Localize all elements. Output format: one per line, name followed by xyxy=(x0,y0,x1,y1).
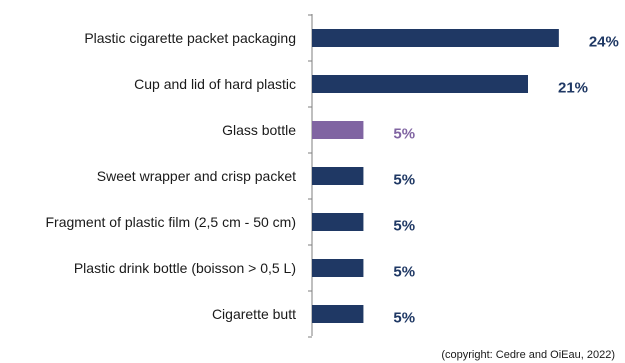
value-label: 5% xyxy=(393,172,415,189)
value-label: 24% xyxy=(589,34,619,51)
value-label: 5% xyxy=(393,310,415,327)
bar xyxy=(312,305,364,323)
category-label: Glass bottle xyxy=(222,122,296,138)
category-label: Plastic cigarette packet packaging xyxy=(84,30,296,46)
category-labels: Plastic cigarette packet packaging Cup an… xyxy=(45,30,296,322)
value-label: 21% xyxy=(558,80,588,97)
value-label: 5% xyxy=(393,126,415,143)
category-label: Sweet wrapper and crisp packet xyxy=(97,168,296,184)
category-label: Plastic drink bottle (boisson > 0,5 L) xyxy=(74,260,296,276)
category-label: Fragment of plastic film (2,5 cm - 50 cm… xyxy=(45,214,296,230)
category-label: Cup and lid of hard plastic xyxy=(134,76,296,92)
bar xyxy=(312,259,364,277)
value-labels: 24% 21% 5% 5% 5% 5% 5% xyxy=(393,34,618,327)
bar xyxy=(312,213,364,231)
category-label: Cigarette butt xyxy=(212,306,296,322)
copyright-credit: (copyright: Cedre and OiEau, 2022) xyxy=(441,349,615,361)
value-label: 5% xyxy=(393,264,415,281)
bars-group xyxy=(312,29,559,323)
bar xyxy=(312,75,528,93)
value-label: 5% xyxy=(393,218,415,235)
bar xyxy=(312,167,364,185)
bar xyxy=(312,121,364,139)
bar xyxy=(312,29,559,47)
y-axis-ticks xyxy=(308,14,312,338)
